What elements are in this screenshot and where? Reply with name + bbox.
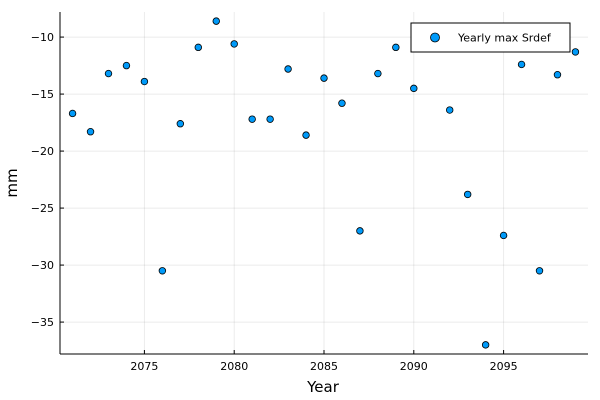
data-point (140, 77, 149, 86)
data-point (338, 99, 346, 107)
data-point (446, 106, 454, 114)
data-point (553, 70, 562, 79)
y-tick-label: −20 (31, 145, 54, 158)
data-point (212, 17, 220, 25)
x-tick-label: 2075 (130, 360, 158, 373)
data-point (122, 61, 131, 70)
x-tick-label: 2090 (400, 360, 428, 373)
data-point (392, 43, 400, 52)
legend-label: Yearly max Srdef (457, 32, 552, 45)
data-point (535, 267, 544, 275)
legend-marker (430, 32, 440, 43)
y-tick-label: −30 (31, 259, 54, 272)
x-axis-title: Year (306, 378, 340, 396)
legend: Yearly max Srdef (410, 22, 571, 53)
data-point (320, 74, 328, 82)
x-tick-label: 2095 (490, 360, 518, 373)
data-point (463, 190, 472, 199)
data-point (499, 231, 508, 240)
y-axis-title: mm (3, 168, 21, 197)
data-point (248, 115, 256, 123)
data-point (194, 43, 202, 52)
data-point (68, 109, 77, 118)
axes (59, 12, 588, 355)
tick-labels: 2075 2080 2085 2090 2095 −35 −30 −25 −20 −15 −10 (31, 31, 518, 373)
data-point (176, 120, 185, 128)
y-tick-label: −35 (31, 316, 54, 329)
data-point (571, 48, 580, 56)
data-point (284, 65, 292, 73)
data-point (158, 267, 167, 275)
data-point (86, 127, 95, 136)
x-tick-label: 2080 (220, 360, 248, 373)
data-point (302, 131, 310, 139)
data-point (374, 69, 382, 78)
y-tick-label: −25 (31, 202, 54, 215)
data-points (68, 17, 580, 349)
data-point (104, 69, 113, 78)
grid (60, 12, 588, 354)
data-point (230, 40, 238, 48)
y-tick-label: −15 (31, 88, 54, 101)
data-point (410, 84, 418, 93)
data-point (481, 341, 490, 349)
data-point (517, 60, 526, 69)
data-point (266, 115, 274, 123)
x-tick-label: 2085 (310, 360, 338, 373)
data-point (356, 227, 364, 235)
y-tick-label: −10 (31, 31, 54, 44)
